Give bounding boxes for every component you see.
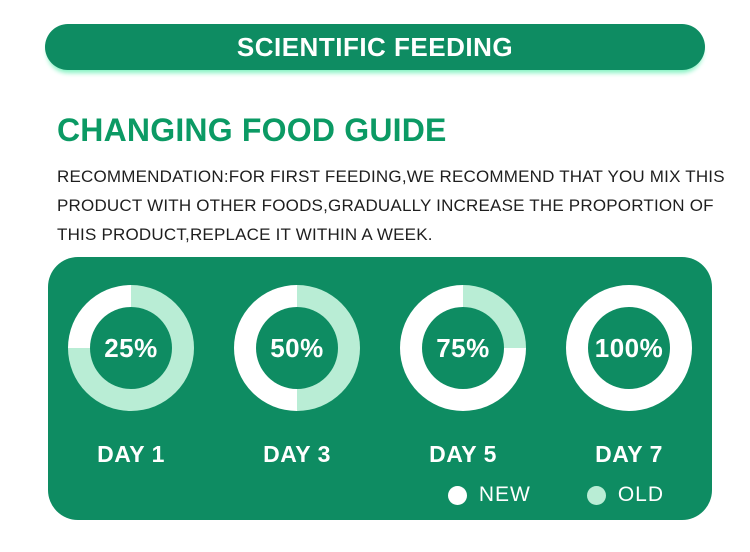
- donut-hole: 100%: [588, 307, 670, 389]
- donut-chart-day-7: 100%: [566, 285, 692, 411]
- day-1-column: 25% DAY 1: [48, 285, 214, 468]
- description-line-2: PRODUCT WITH OTHER FOODS,GRADUALLY INCRE…: [57, 196, 714, 215]
- legend-label-new: NEW: [478, 483, 531, 506]
- donut-hole: 25%: [90, 307, 172, 389]
- legend: NEW OLD: [447, 483, 664, 507]
- donut-hole: 50%: [256, 307, 338, 389]
- description-line-1: RECOMMENDATION:FOR FIRST FEEDING,WE RECO…: [57, 167, 725, 186]
- banner: SCIENTIFIC FEEDING: [45, 24, 705, 70]
- description: RECOMMENDATION:FOR FIRST FEEDING,WE RECO…: [57, 162, 725, 249]
- day-label: DAY 3: [263, 441, 331, 467]
- donut-chart-day-3: 50%: [234, 285, 360, 411]
- day-label: DAY 7: [595, 441, 663, 467]
- day-5-column: 75% DAY 5: [380, 285, 546, 468]
- feeding-guide-panel: 25% DAY 1 50% DAY 3 75%: [48, 257, 712, 520]
- description-line-3: THIS PRODUCT,REPLACE IT WITHIN A WEEK.: [57, 225, 433, 244]
- legend-item-old: OLD: [586, 483, 664, 507]
- banner-title: SCIENTIFIC FEEDING: [236, 31, 514, 62]
- legend-label-old: OLD: [617, 483, 664, 506]
- legend-item-new: NEW: [447, 483, 531, 507]
- section-title: CHANGING FOOD GUIDE: [57, 112, 447, 148]
- day-7-column: 100% DAY 7: [546, 285, 712, 468]
- donut-percent-label: 100%: [594, 332, 664, 363]
- donut-percent-label: 75%: [436, 332, 490, 363]
- day-label: DAY 5: [429, 441, 497, 467]
- donut-percent-label: 25%: [104, 332, 158, 363]
- day-3-column: 50% DAY 3: [214, 285, 380, 468]
- donut-percent-label: 50%: [270, 332, 324, 363]
- old-swatch-icon: [586, 485, 606, 505]
- donut-hole: 75%: [422, 307, 504, 389]
- donut-chart-day-5: 75%: [400, 285, 526, 411]
- new-swatch-icon: [447, 485, 467, 505]
- donut-row: 25% DAY 1 50% DAY 3 75%: [48, 257, 712, 468]
- donut-chart-day-1: 25%: [68, 285, 194, 411]
- day-label: DAY 1: [97, 441, 165, 467]
